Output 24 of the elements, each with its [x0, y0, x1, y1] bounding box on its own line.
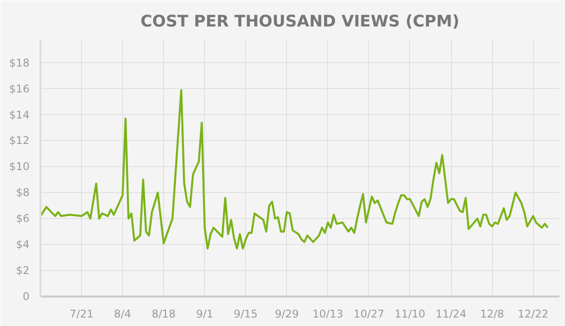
x-tick-label: 9/29 — [274, 308, 299, 320]
y-tick-label: $4 — [16, 238, 30, 252]
chart-title: COST PER THOUSAND VIEWS (CPM) — [140, 12, 460, 30]
x-tick-label: 11/10 — [394, 308, 426, 320]
y-tick-label: $2 — [16, 264, 30, 278]
x-tick-label: 10/13 — [312, 308, 344, 320]
line-series — [40, 89, 549, 250]
x-tick-label: 12/8 — [480, 308, 504, 320]
y-tick-label: $12 — [9, 134, 30, 148]
x-tick-label: 7/21 — [70, 308, 94, 320]
x-tick-label: 11/24 — [436, 308, 467, 320]
x-tick-label: 8/18 — [152, 308, 176, 320]
x-tick-label: 9/15 — [234, 308, 258, 320]
y-tick-label: $18 — [9, 56, 30, 70]
x-tick-label: 10/27 — [354, 308, 384, 320]
y-tick-label: $14 — [9, 108, 30, 122]
y-tick-label: 0 — [22, 290, 30, 303]
y-tick-label: $8 — [16, 186, 30, 200]
y-tick-label: $6 — [16, 212, 30, 226]
x-tick-label: 9/1 — [196, 308, 214, 320]
y-tick-label: $10 — [9, 160, 30, 174]
x-tick-label: 8/4 — [114, 308, 132, 320]
x-tick-label: 12/22 — [518, 308, 548, 320]
y-tick-label: $16 — [9, 82, 30, 96]
